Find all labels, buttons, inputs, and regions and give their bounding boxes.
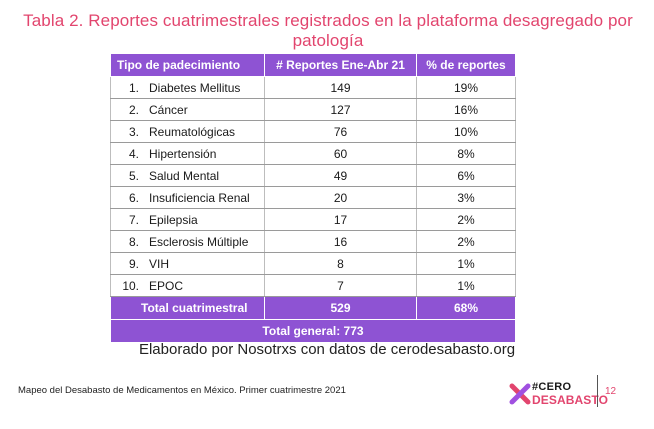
total-percent: 68% bbox=[415, 296, 517, 320]
row-name: 2. Cáncer bbox=[109, 98, 266, 121]
row-name: 7. Epilepsia bbox=[109, 208, 266, 231]
row-name: 6. Insuficiencia Renal bbox=[109, 186, 266, 209]
row-percent: 10% bbox=[415, 120, 517, 143]
row-name: 5. Salud Mental bbox=[109, 164, 266, 187]
row-reports: 17 bbox=[264, 208, 417, 231]
row-name: 10. EPOC bbox=[109, 274, 266, 297]
row-name: 4. Hipertensión bbox=[109, 142, 266, 165]
grand-total: Total general: 773 bbox=[110, 319, 516, 343]
total-reports: 529 bbox=[264, 296, 417, 320]
row-name: 1. Diabetes Mellitus bbox=[109, 76, 266, 99]
table-row: 5. Salud Mental 49 6% bbox=[109, 164, 517, 187]
page-number: 12 bbox=[605, 386, 617, 397]
row-number: 4. bbox=[128, 146, 139, 161]
row-percent: 1% bbox=[415, 252, 517, 275]
row-name: 9. VIH bbox=[109, 252, 266, 275]
row-label: Hipertensión bbox=[149, 146, 217, 161]
row-number: 3. bbox=[128, 124, 139, 139]
table-header-row: Tipo de padecimiento # Reportes Ene-Abr … bbox=[109, 53, 517, 77]
row-label: Salud Mental bbox=[149, 168, 220, 183]
reports-table: Tipo de padecimiento # Reportes Ene-Abr … bbox=[109, 53, 517, 343]
total-row: Total cuatrimestral 529 68% bbox=[109, 296, 517, 320]
row-reports: 149 bbox=[264, 76, 417, 99]
row-label: EPOC bbox=[149, 278, 184, 293]
row-reports: 20 bbox=[264, 186, 417, 209]
row-label: Epilepsia bbox=[149, 212, 198, 227]
row-number: 7. bbox=[128, 212, 139, 227]
row-percent: 6% bbox=[415, 164, 517, 187]
header-porcentaje: % de reportes bbox=[415, 53, 517, 77]
cero-desabasto-logo: #CERO DESABASTO bbox=[509, 380, 608, 408]
table-row: 9. VIH 8 1% bbox=[109, 252, 517, 275]
table-row: 1. Diabetes Mellitus 149 19% bbox=[109, 76, 517, 99]
row-number: 8. bbox=[128, 234, 139, 249]
row-number: 1. bbox=[128, 80, 139, 95]
row-name: 3. Reumatológicas bbox=[109, 120, 266, 143]
footer-divider bbox=[597, 375, 598, 407]
row-reports: 127 bbox=[264, 98, 417, 121]
row-percent: 19% bbox=[415, 76, 517, 99]
row-label: Reumatológicas bbox=[149, 124, 236, 139]
source-caption: Elaborado por Nosotrxs con datos de cero… bbox=[138, 341, 516, 358]
total-label: Total cuatrimestral bbox=[109, 296, 266, 320]
table-row: 7. Epilepsia 17 2% bbox=[109, 208, 517, 231]
table-row: 2. Cáncer 127 16% bbox=[109, 98, 517, 121]
table-row: 4. Hipertensión 60 8% bbox=[109, 142, 517, 165]
row-reports: 8 bbox=[264, 252, 417, 275]
row-label: Cáncer bbox=[149, 102, 188, 117]
row-percent: 2% bbox=[415, 230, 517, 253]
row-label: Diabetes Mellitus bbox=[149, 80, 241, 95]
row-percent: 8% bbox=[415, 142, 517, 165]
grand-total-row: Total general: 773 bbox=[110, 319, 516, 343]
row-percent: 2% bbox=[415, 208, 517, 231]
row-number: 6. bbox=[128, 190, 139, 205]
logo-text-bottom: DESABASTO bbox=[532, 393, 609, 407]
header-reportes: # Reportes Ene-Abr 21 bbox=[264, 53, 417, 77]
row-number: 5. bbox=[128, 168, 139, 183]
row-number: 9. bbox=[128, 256, 139, 271]
row-label: VIH bbox=[149, 256, 170, 271]
row-name: 8. Esclerosis Múltiple bbox=[109, 230, 266, 253]
row-percent: 3% bbox=[415, 186, 517, 209]
table-title: Tabla 2. Reportes cuatrimestrales regist… bbox=[23, 11, 633, 50]
row-reports: 60 bbox=[264, 142, 417, 165]
row-percent: 16% bbox=[415, 98, 517, 121]
table-row: 3. Reumatológicas 76 10% bbox=[109, 120, 517, 143]
row-reports: 76 bbox=[264, 120, 417, 143]
table-row: 6. Insuficiencia Renal 20 3% bbox=[109, 186, 517, 209]
header-tipo: Tipo de padecimiento bbox=[109, 53, 266, 77]
row-number: 10. bbox=[122, 278, 139, 293]
row-label: Esclerosis Múltiple bbox=[149, 234, 249, 249]
row-reports: 16 bbox=[264, 230, 417, 253]
footer-text: Mapeo del Desabasto de Medicamentos en M… bbox=[18, 385, 346, 396]
table-row: 8. Esclerosis Múltiple 16 2% bbox=[109, 230, 517, 253]
x-mark-icon bbox=[509, 383, 531, 405]
row-label: Insuficiencia Renal bbox=[149, 190, 250, 205]
row-percent: 1% bbox=[415, 274, 517, 297]
logo-text-top: #CERO bbox=[532, 381, 572, 393]
row-number: 2. bbox=[128, 102, 139, 117]
row-reports: 7 bbox=[264, 274, 417, 297]
table-row: 10. EPOC 7 1% bbox=[109, 274, 517, 297]
row-reports: 49 bbox=[264, 164, 417, 187]
